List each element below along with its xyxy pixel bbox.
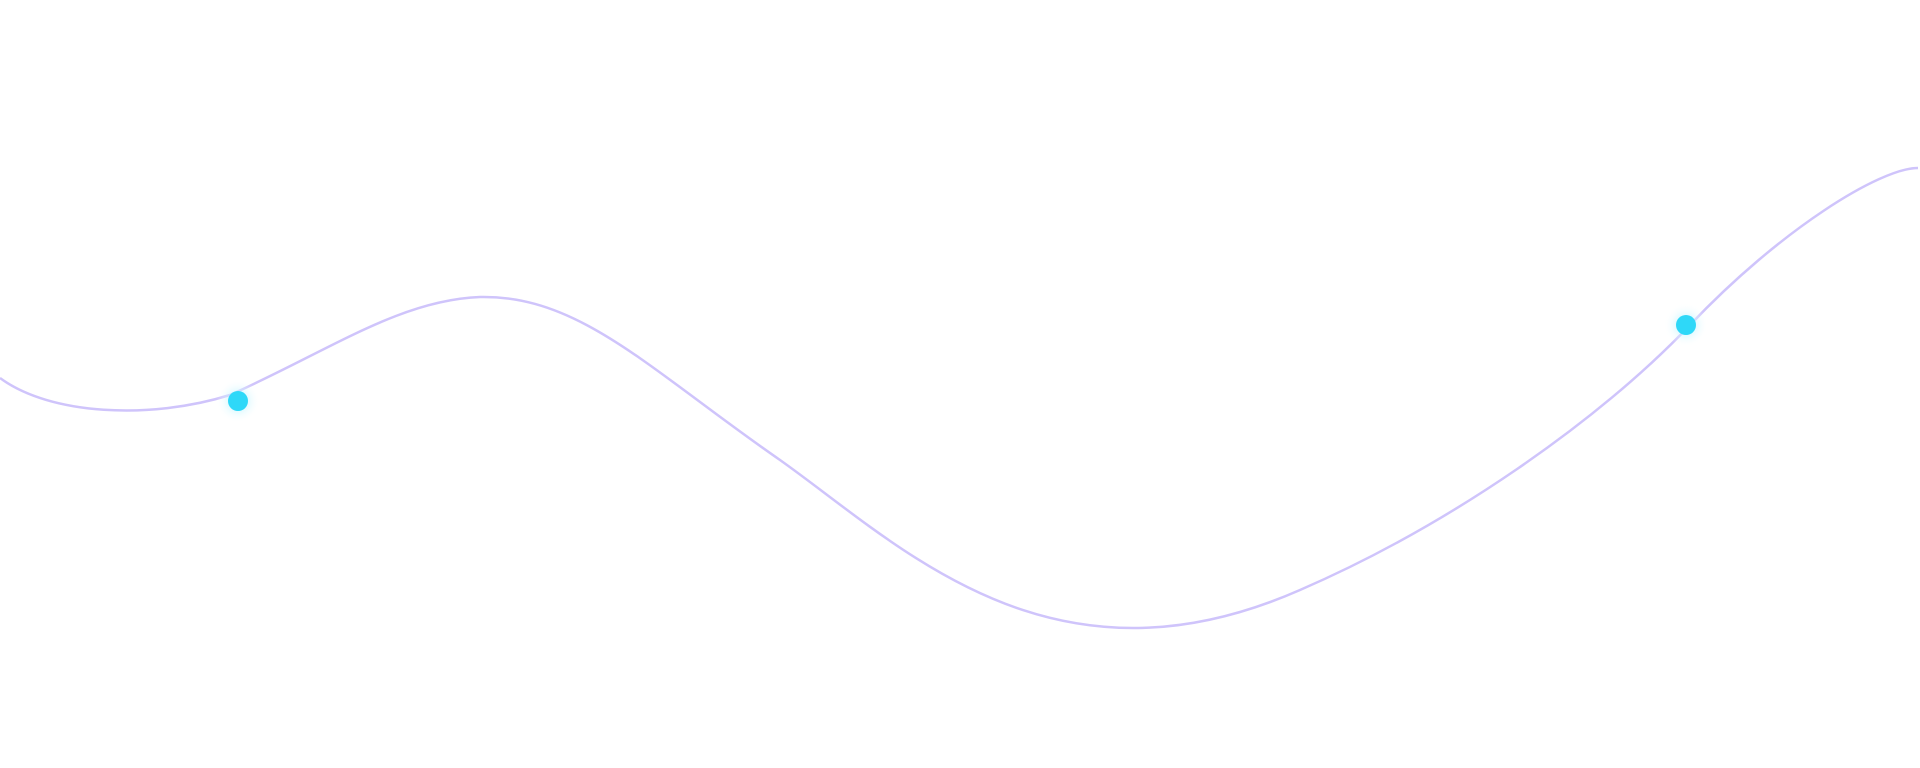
glow-dot-right <box>1664 303 1708 347</box>
wave-line <box>0 166 1919 630</box>
glow-dot-left <box>216 379 260 423</box>
